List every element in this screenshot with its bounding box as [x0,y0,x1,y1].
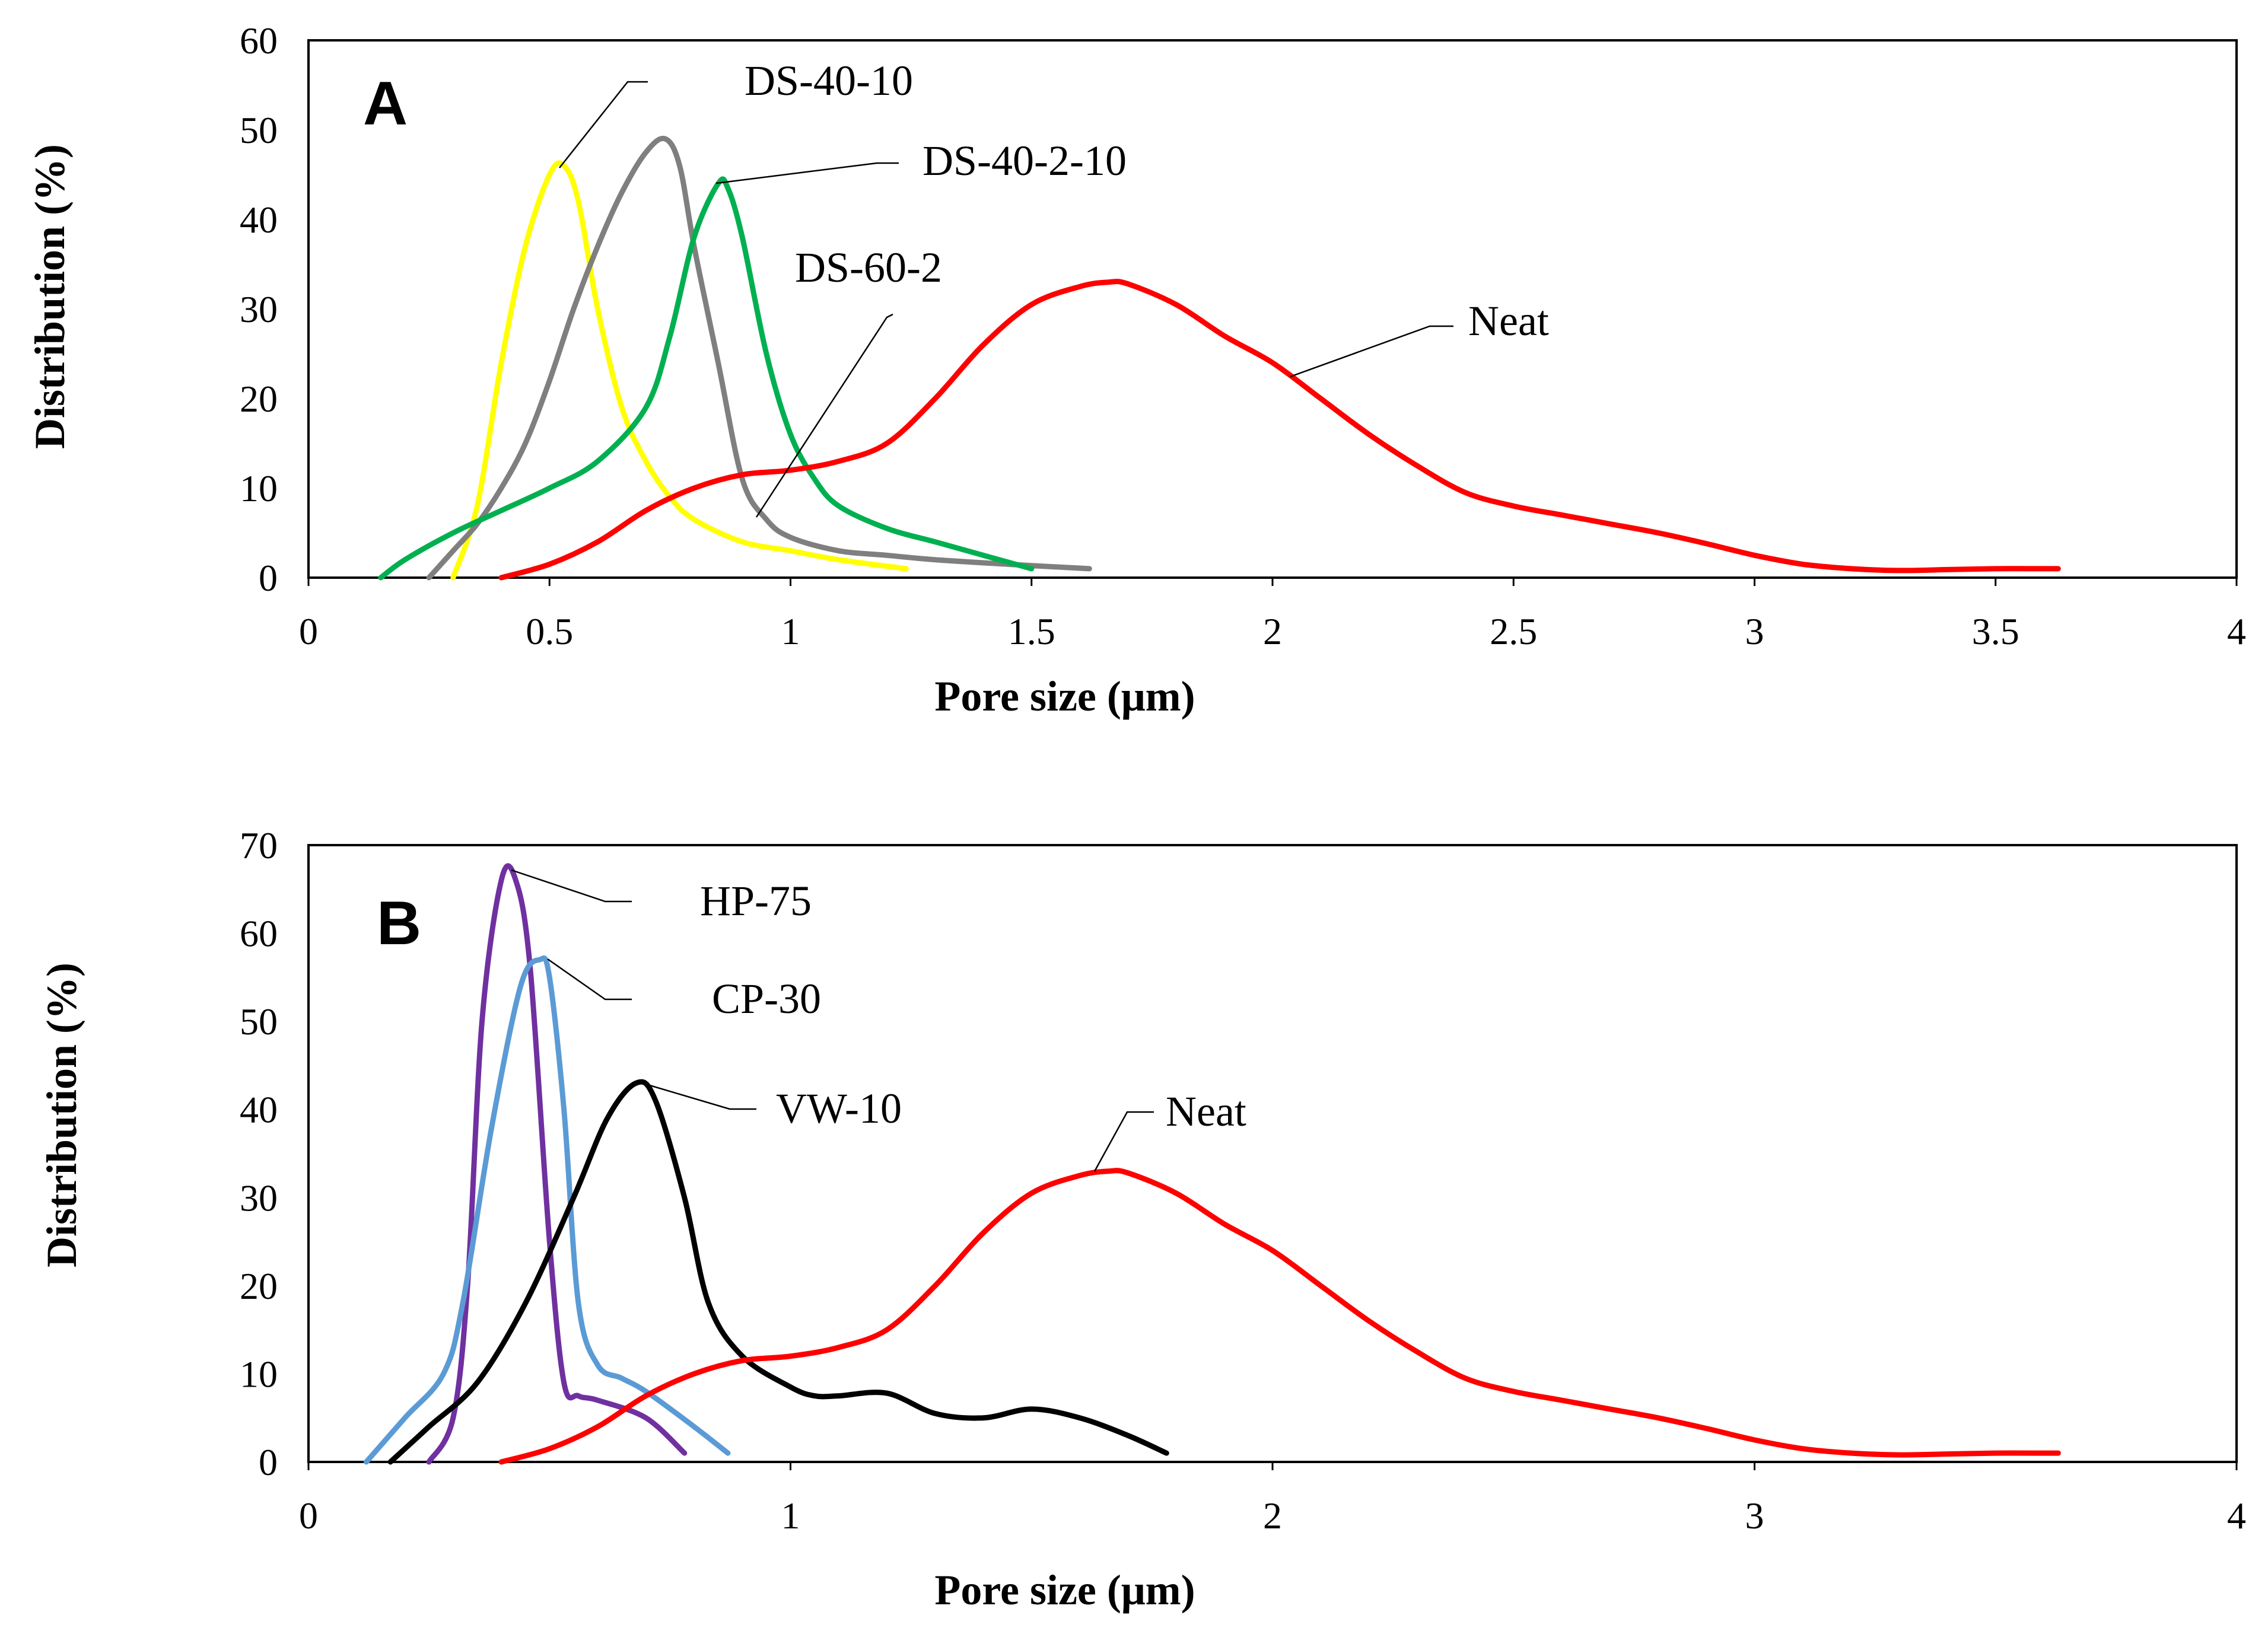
panel-b-x-tick-label: 2 [1263,1495,1282,1537]
panel-a-x-tick-label: 1.5 [1008,610,1055,652]
panel-a-y-axis-label: Distribution (%) [26,144,74,449]
panel-a-x-tick-label: 0.5 [526,610,573,652]
panel-a: 0 10 20 30 40 50 60 0 0.5 1 1.5 2 2.5 3 3.5 4 Pore siz… [26,20,2246,720]
panel-a-x-tick-label: 0 [299,610,318,652]
panel-a-y-tick-label: 10 [240,467,278,509]
leader-ds-40-10 [559,81,648,168]
panel-a-series-ds-60-2-line [426,135,1092,581]
label-vw-10: VW-10 [776,1085,902,1132]
panel-b-y-tick-label: 0 [259,1441,278,1483]
panel-b-y-axis-label: Distribution (%) [38,963,85,1267]
panel-a-y-tick-label: 30 [240,288,278,330]
panel-a-y-tick-label: 40 [240,199,278,241]
panel-a-y-tick-label: 0 [259,557,278,599]
panel-b-y-ticks: 0 10 20 30 40 50 60 70 [240,824,278,1483]
panel-b-x-tick-label: 4 [2227,1495,2246,1537]
label-ds-60-2: DS-60-2 [795,244,942,291]
panel-a-x-axis-label: Pore size (μm) [934,673,1195,720]
panel-b-curves [364,863,2061,1465]
panel-a-y-tick-label: 50 [240,109,278,151]
panel-b-y-tick-label: 70 [240,824,278,866]
panel-b-series-vw-10-line [387,1079,1169,1465]
panel-b-y-tick-label: 20 [240,1265,278,1307]
panel-a-x-tick-label: 1 [781,610,800,652]
panel-b-x-tick-label: 0 [299,1495,318,1537]
panel-b-series-hp-75-line [426,863,688,1465]
panel-a-x-tick-label: 2.5 [1490,610,1537,652]
panel-a-letter: A [363,69,408,138]
panel-a-curves [378,135,2061,581]
panel-b-y-tick-label: 10 [240,1353,278,1395]
panel-a-y-tick-label: 20 [240,378,278,420]
leader-ds-60-2 [755,313,893,518]
label-ds-40-10: DS-40-10 [745,57,913,104]
panel-b: 0 10 20 30 40 50 60 70 0 1 2 3 4 Pore size (μm) Dis… [38,824,2246,1614]
label-neat-a: Neat [1468,297,1549,345]
panel-a-x-tick-label: 3.5 [1972,610,2019,652]
panel-a-x-tick-label: 2 [1263,610,1282,652]
panel-a-x-tick-label: 4 [2227,610,2246,652]
label-hp-75: HP-75 [700,877,812,925]
panel-b-y-tick-label: 50 [240,1001,278,1043]
leader-ds-40-2-10 [715,162,899,184]
panel-a-x-ticks: 0 0.5 1 1.5 2 2.5 3 3.5 4 [299,578,2246,652]
panel-b-x-tick-label: 1 [781,1495,800,1537]
panel-b-y-tick-label: 60 [240,913,278,955]
panel-b-letter: B [377,889,421,958]
panel-b-x-axis-label: Pore size (μm) [934,1566,1195,1614]
panel-b-series-cp-30-line [364,955,731,1465]
panel-a-y-ticks: 0 10 20 30 40 50 60 [240,20,278,599]
label-cp-30: CP-30 [712,975,821,1022]
panel-b-x-ticks: 0 1 2 3 4 [299,1462,2246,1537]
label-ds-40-2-10: DS-40-2-10 [923,137,1127,184]
leader-vw-10 [643,1082,756,1110]
panel-a-series-ds-40-2-10-line [378,176,1035,581]
panel-b-x-tick-label: 3 [1745,1495,1764,1537]
panel-a-y-tick-label: 60 [240,20,278,62]
panel-a-series-ds-40-10-line [450,160,909,581]
panel-b-series-neat-line [498,1168,2061,1465]
panel-b-y-tick-label: 40 [240,1089,278,1131]
panel-b-y-tick-label: 30 [240,1177,278,1219]
panel-a-x-tick-label: 3 [1745,610,1764,652]
leader-neat-b [1093,1111,1154,1172]
panel-a-series-neat-line [498,279,2061,581]
label-neat-b: Neat [1166,1088,1246,1135]
leader-neat-a [1290,325,1453,378]
leader-cp-30 [547,958,632,1001]
leader-hp-75 [511,869,632,903]
